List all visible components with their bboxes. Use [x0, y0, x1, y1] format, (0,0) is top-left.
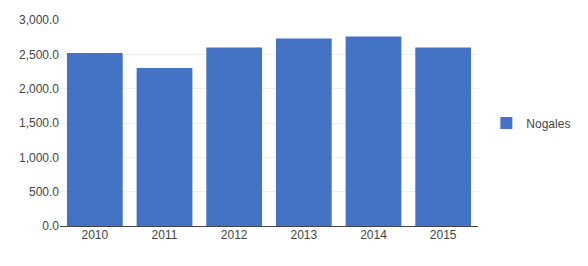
svg-text:2014: 2014 [360, 228, 387, 242]
svg-text:Nogales: Nogales [526, 117, 570, 131]
svg-text:2,500.0: 2,500.0 [19, 48, 59, 62]
svg-text:2015: 2015 [430, 228, 457, 242]
svg-text:2012: 2012 [221, 228, 248, 242]
svg-text:3,000.0: 3,000.0 [19, 13, 59, 27]
svg-text:2011: 2011 [152, 228, 178, 242]
svg-text:1,500.0: 1,500.0 [19, 116, 59, 130]
svg-text:1,000.0: 1,000.0 [19, 151, 59, 165]
svg-text:0.0: 0.0 [42, 219, 59, 233]
svg-text:2010: 2010 [81, 228, 108, 242]
svg-text:2,000.0: 2,000.0 [19, 82, 59, 96]
svg-text:500.0: 500.0 [29, 185, 59, 199]
svg-text:2013: 2013 [290, 228, 317, 242]
